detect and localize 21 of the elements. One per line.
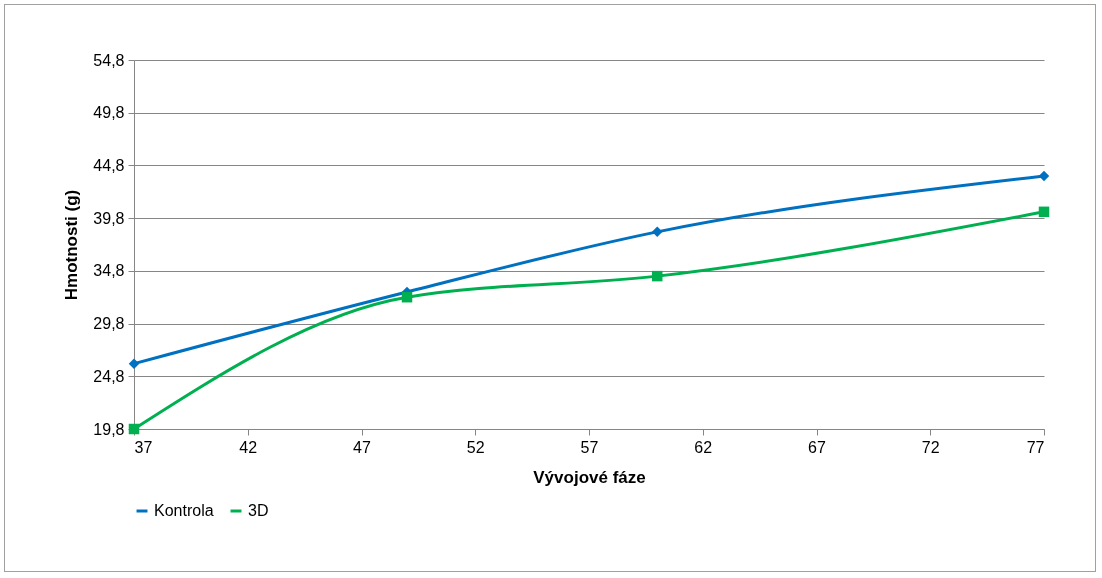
y-tick-label: 19,8 — [93, 420, 125, 438]
x-tick-label: 72 — [921, 438, 940, 456]
y-tick-label: 24,8 — [93, 367, 125, 385]
x-tick-label: 47 — [353, 438, 371, 456]
legend-label: 3D — [248, 502, 269, 519]
x-tick-label: 62 — [694, 438, 713, 456]
y-tick-label: 29,8 — [93, 315, 125, 333]
y-tick-label: 49,8 — [93, 104, 125, 122]
legend-label: Kontrola — [154, 502, 214, 519]
y-tick-label: 54,8 — [93, 51, 125, 69]
y-tick-label: 44,8 — [93, 156, 125, 174]
x-tick-label: 37 — [134, 438, 153, 456]
x-tick-label: 67 — [808, 438, 826, 456]
x-tick-label: 57 — [580, 438, 599, 456]
x-tick-label: 52 — [466, 438, 485, 456]
y-tick-label: 34,8 — [93, 262, 125, 280]
x-tick-label: 42 — [239, 438, 258, 456]
x-axis-title: Vývojové fáze — [533, 467, 646, 487]
y-tick-label: 39,8 — [93, 209, 125, 227]
y-axis-title: Hmotnosti (g) — [62, 189, 82, 301]
x-tick-label: 77 — [1026, 438, 1045, 456]
